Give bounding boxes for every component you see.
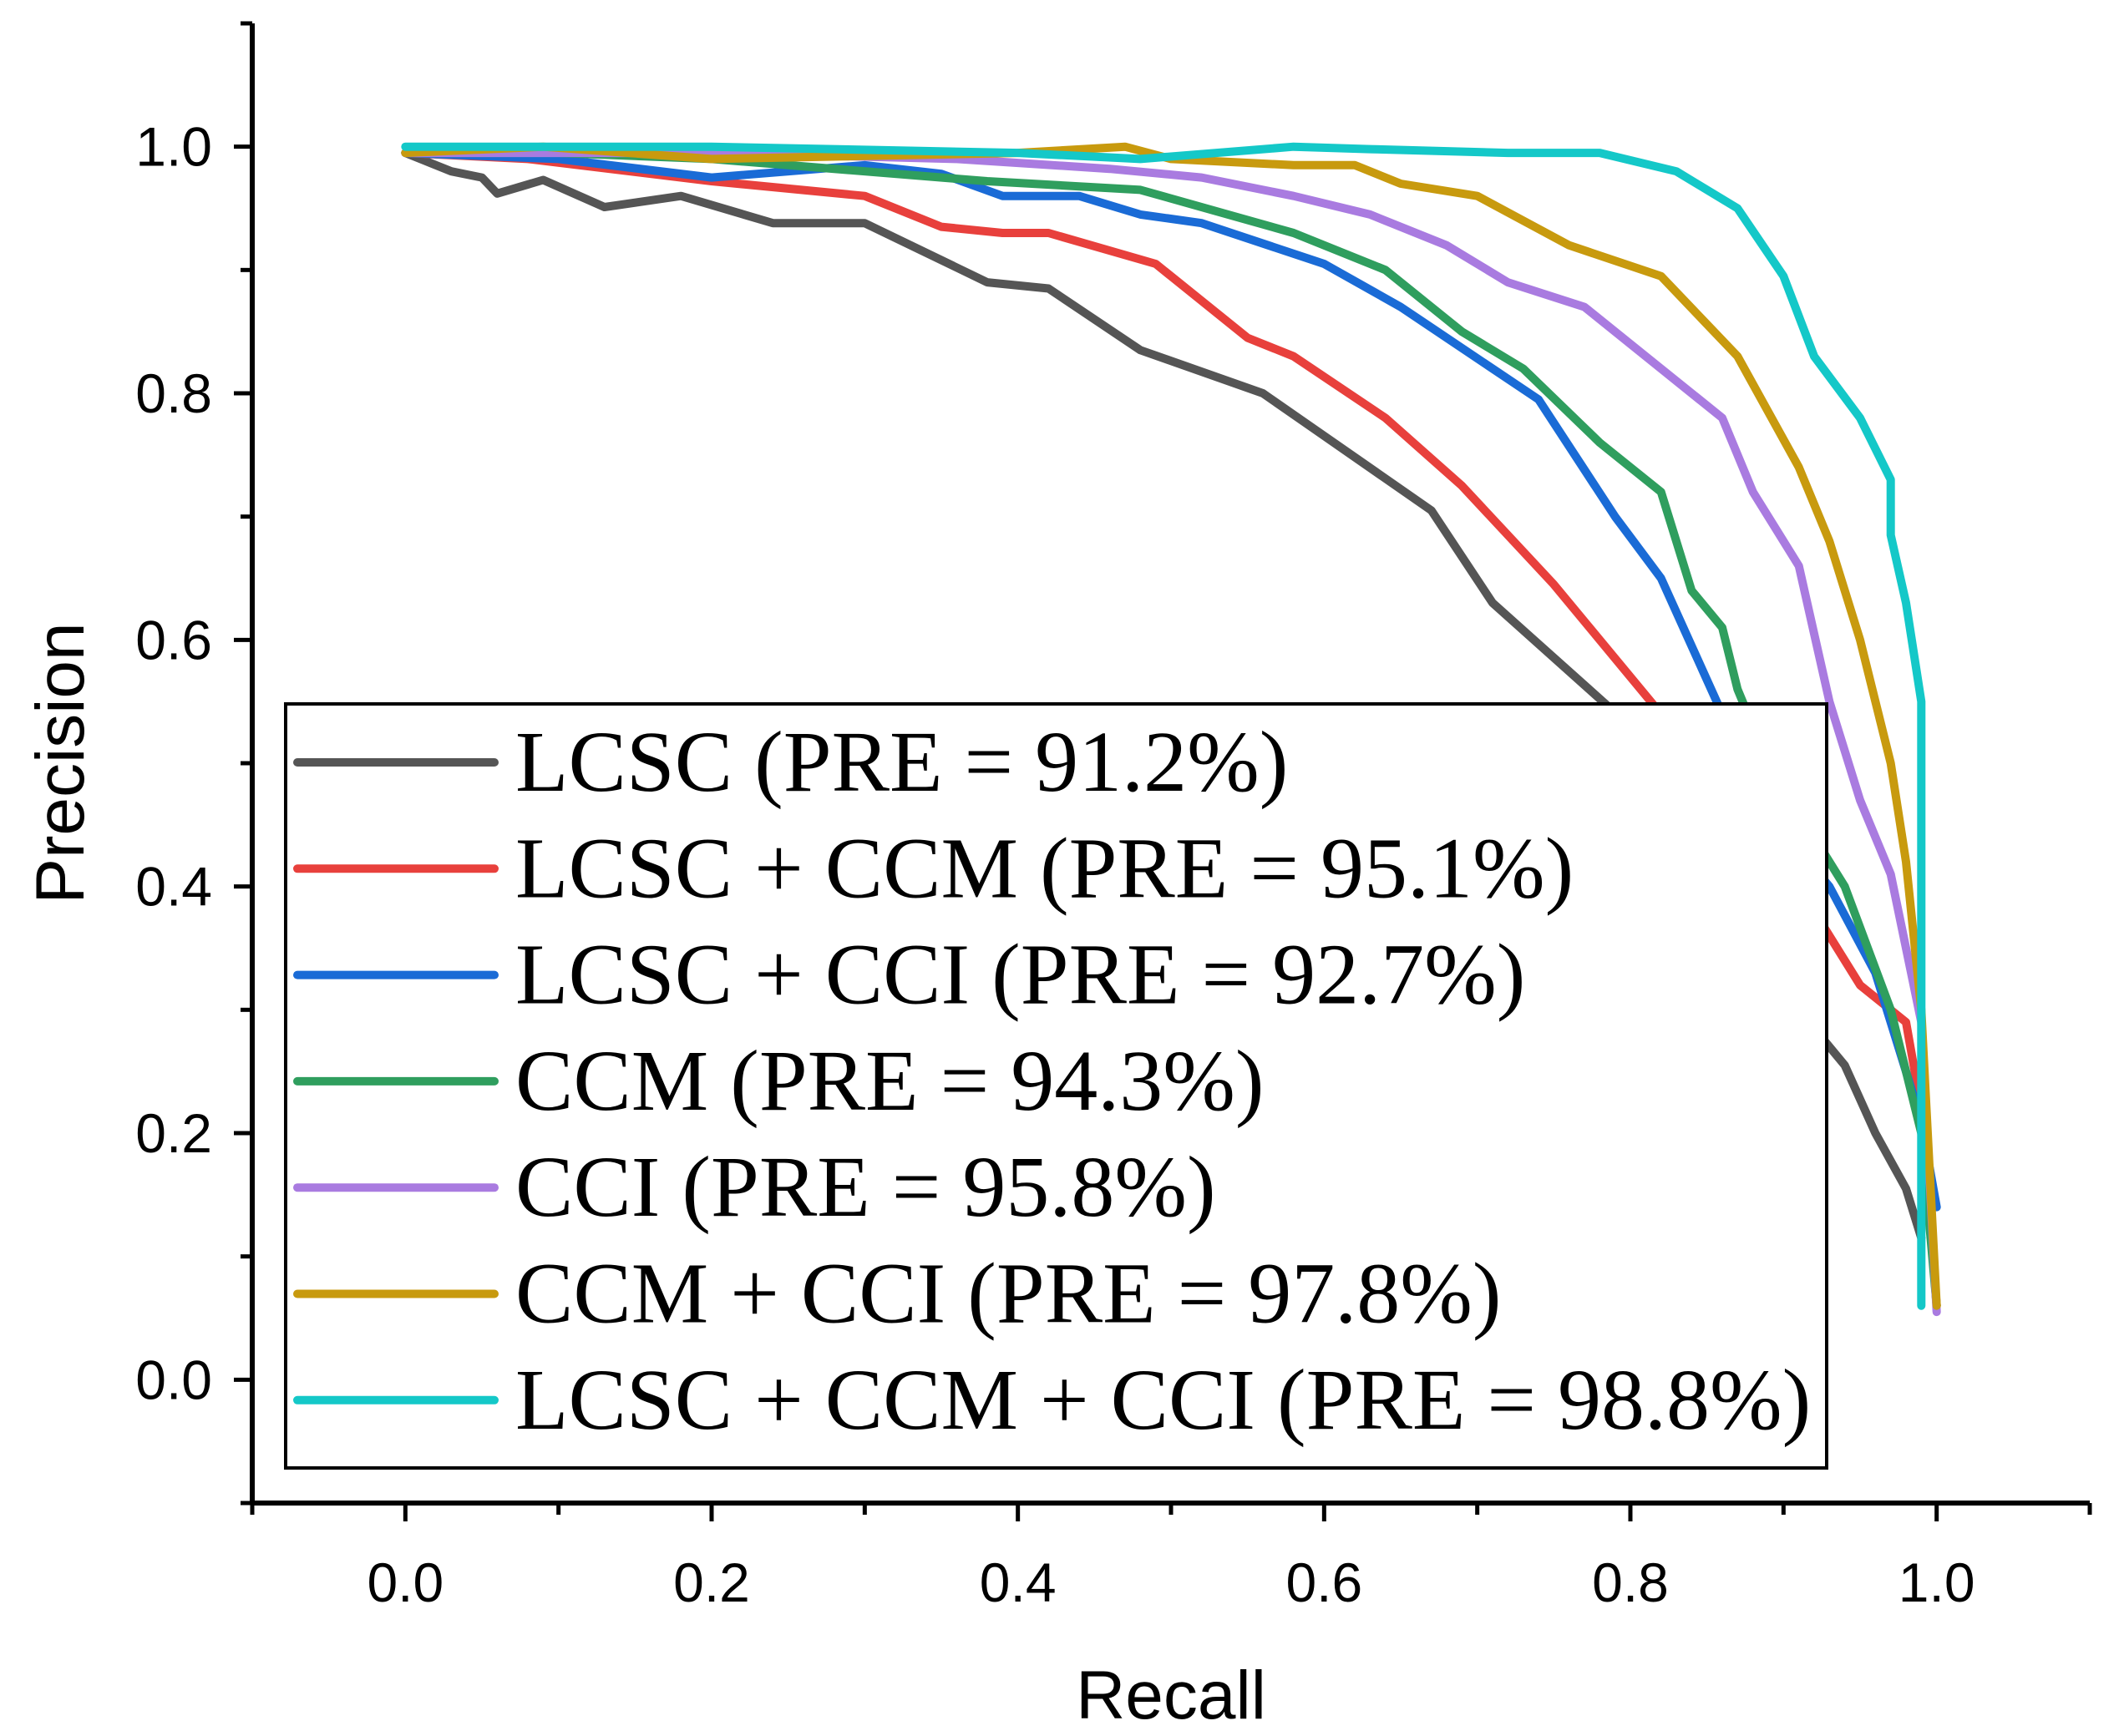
legend-label-2: LCSC + CCI (PRE = 92.7%) xyxy=(515,927,1525,1023)
x-tick-label-0: 0.0 xyxy=(367,1551,444,1613)
axes-layer: 0.0 0.2 0.4 0.6 0.8 1.0 0.0 0.2 0.4 0.6 0.8 1.0 xyxy=(135,21,2092,1613)
series-line-4 xyxy=(401,149,1941,1317)
legend-box xyxy=(284,702,1828,1470)
y-tick-label-3: 0.6 xyxy=(135,609,212,671)
series-line-1 xyxy=(401,149,1941,1310)
y-tick-label-0: 0.0 xyxy=(135,1349,212,1410)
y-axis-title: Precision xyxy=(23,622,99,903)
x-tick-label-2: 0.4 xyxy=(980,1551,1057,1613)
legend-label-0: LCSC (PRE = 91.2%) xyxy=(515,714,1288,810)
y-tick-label-2: 0.4 xyxy=(135,856,212,918)
legend-label-6: LCSC + CCM + CCI (PRE = 98.8%) xyxy=(515,1352,1811,1448)
y-tick-label-1: 0.2 xyxy=(135,1102,212,1164)
y-tick-label-4: 0.8 xyxy=(135,362,212,424)
x-tick-label-4: 0.8 xyxy=(1592,1551,1669,1613)
series-layer xyxy=(401,142,1941,1317)
legend-label-3: CCM (PRE = 94.3%) xyxy=(515,1033,1265,1129)
series-line-6 xyxy=(401,142,1926,1310)
legend-label-4: CCI (PRE = 95.8%) xyxy=(515,1139,1216,1235)
legend-label-5: CCM + CCI (PRE = 97.8%) xyxy=(515,1246,1502,1342)
x-tick-label-5: 1.0 xyxy=(1898,1551,1975,1613)
x-tick-label-1: 0.2 xyxy=(673,1551,750,1613)
series-line-3 xyxy=(401,149,1941,1310)
legend: LCSC (PRE = 91.2%) LCSC + CCM (PRE = 95.1… xyxy=(284,702,1828,1470)
y-tick-label-5: 1.0 xyxy=(135,116,212,178)
x-tick-label-3: 0.6 xyxy=(1285,1551,1362,1613)
x-axis-title: Recall xyxy=(1076,1658,1266,1733)
legend-label-1: LCSC + CCM (PRE = 95.1%) xyxy=(515,820,1574,916)
